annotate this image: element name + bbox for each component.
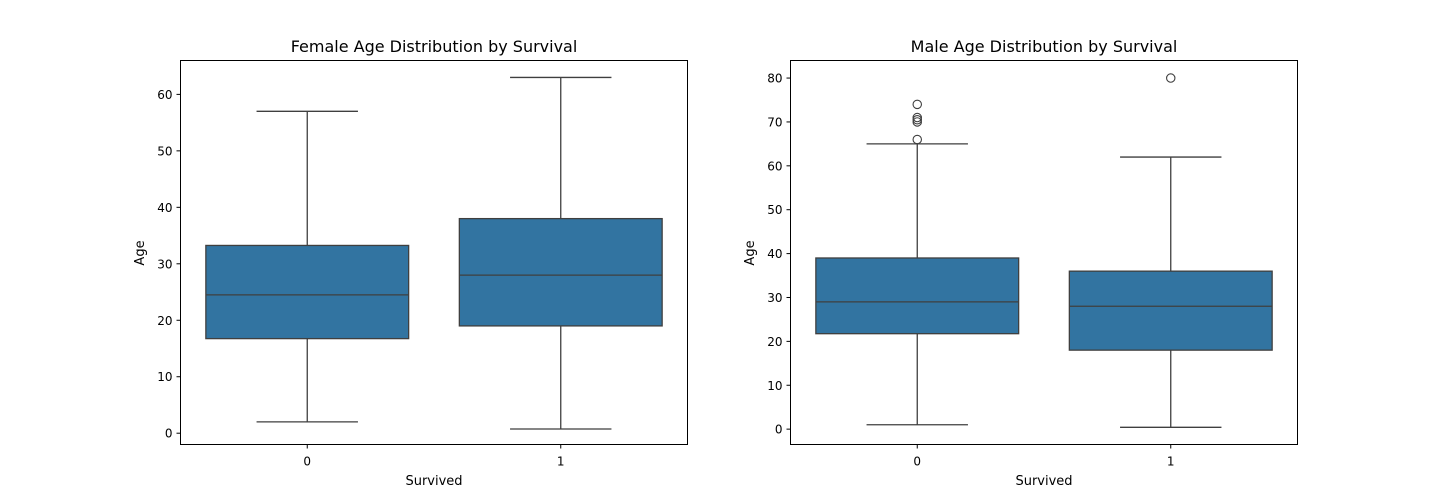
x-axis-label: Survived [405, 474, 462, 489]
iqr-box [458, 217, 663, 327]
y-tick-label: 30 [157, 257, 172, 271]
outlier-point [912, 99, 922, 110]
y-tick-label: 50 [767, 203, 782, 217]
plot-frame [790, 60, 1298, 445]
x-tick-label: 1 [1167, 455, 1175, 469]
outlier-point [912, 134, 922, 145]
iqr-box [205, 244, 410, 340]
y-tick-label: 20 [157, 314, 172, 328]
x-tick-label: 1 [557, 455, 565, 469]
y-tick-label: 60 [157, 88, 172, 102]
y-tick-label: 40 [767, 247, 782, 261]
y-tick-label: 20 [767, 335, 782, 349]
female-age-boxplot: Female Age Distribution by Survival Surv… [133, 37, 688, 489]
y-tick-label: 30 [767, 291, 782, 305]
x-tick-label: 0 [913, 455, 921, 469]
plot-frame [180, 60, 688, 445]
y-tick-label: 0 [165, 427, 173, 441]
chart-title: Male Age Distribution by Survival [911, 37, 1178, 56]
outlier-point [1166, 73, 1176, 83]
x-axis-label: Survived [1015, 474, 1072, 489]
chart-title: Female Age Distribution by Survival [291, 37, 578, 56]
y-tick-label: 60 [767, 159, 782, 173]
y-tick-label: 0 [775, 423, 783, 437]
male-age-boxplot: Male Age Distribution by Survival Surviv… [743, 37, 1298, 489]
y-tick-label: 10 [157, 370, 172, 384]
iqr-box [815, 257, 1020, 335]
x-tick-label: 0 [303, 455, 311, 469]
y-axis-label: Age [743, 240, 758, 265]
y-axis-label: Age [133, 240, 148, 265]
outlier-point [912, 112, 922, 123]
y-tick-label: 10 [767, 379, 782, 393]
y-tick-label: 40 [157, 201, 172, 215]
y-tick-label: 70 [767, 115, 782, 129]
y-tick-label: 50 [157, 144, 172, 158]
iqr-box [1068, 270, 1273, 351]
y-tick-label: 80 [767, 72, 782, 86]
